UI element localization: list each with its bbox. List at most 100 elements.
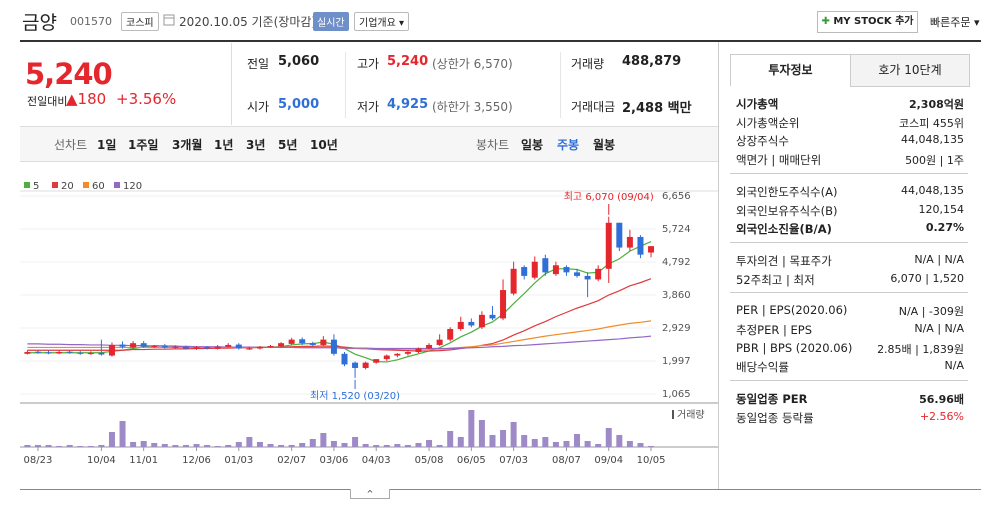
- period-tab[interactable]: 3년: [246, 138, 266, 152]
- overview-button[interactable]: 기업개요 ▾: [354, 12, 410, 31]
- current-price: 5,240: [25, 57, 113, 91]
- volume-bar: [563, 441, 570, 447]
- candle-body: [468, 321, 475, 326]
- mystock-text: MY STOCK 추가: [833, 16, 914, 27]
- period-tab[interactable]: 5년: [278, 138, 298, 152]
- period-tab[interactable]: 3개월: [172, 138, 203, 152]
- header-rule: [20, 40, 981, 42]
- legend-swatch: [24, 182, 30, 188]
- info-value: +2.56%: [919, 409, 964, 423]
- volume-bar: [362, 444, 369, 447]
- volume-bar: [648, 446, 655, 447]
- candle-body: [352, 362, 359, 368]
- candle-body: [426, 344, 433, 349]
- candle-body: [66, 351, 73, 353]
- panel-divider: [718, 42, 719, 490]
- stat-value: 488,879: [622, 54, 682, 69]
- candle-body: [584, 275, 591, 280]
- candle-tab[interactable]: 주봉: [557, 138, 580, 152]
- info-separator: [730, 172, 968, 174]
- candle-body: [362, 362, 369, 368]
- volume-bar: [542, 437, 549, 447]
- stat-label: 거래량: [571, 57, 605, 71]
- info-value: N/A | -309원: [898, 305, 964, 319]
- legend-label: 60: [92, 181, 105, 192]
- y-tick-label: 1,065: [662, 389, 691, 400]
- volume-bar: [352, 437, 359, 447]
- period-bar: [20, 126, 718, 162]
- realtime-badge[interactable]: 실시간: [313, 12, 349, 31]
- candle-body: [214, 346, 221, 349]
- stat-label: 전일: [247, 57, 270, 71]
- quick-text: 빠른주문: [930, 16, 971, 29]
- mystock-button[interactable]: ✚ MY STOCK 추가: [817, 11, 918, 33]
- stock-name: 금양: [22, 12, 57, 34]
- candle-tab[interactable]: 월봉: [593, 138, 616, 152]
- candle-body: [531, 261, 538, 278]
- stat-value: 4,925: [387, 97, 429, 112]
- candle-tab[interactable]: 일봉: [521, 138, 544, 152]
- volume-bar: [66, 445, 73, 447]
- candle-body: [108, 344, 115, 356]
- stat-label: 거래대금: [571, 100, 616, 114]
- change-rate: +3.56%: [116, 90, 177, 108]
- volume-bar: [288, 445, 295, 447]
- period-tab[interactable]: 1년: [214, 138, 234, 152]
- volume-bar: [637, 443, 644, 447]
- candle-chart-label: 봉차트: [476, 138, 510, 152]
- moving-average: [27, 240, 652, 363]
- volume-bar: [225, 445, 232, 447]
- period-tab[interactable]: 1주일: [128, 138, 159, 152]
- quick-order[interactable]: 빠른주문 ▾: [930, 16, 980, 29]
- info-value: 2,308억원: [908, 98, 964, 111]
- volume-bar: [299, 443, 306, 447]
- volume-bar: [235, 442, 242, 447]
- candle-body: [521, 267, 528, 276]
- candle-body: [182, 346, 189, 349]
- y-tick-label: 5,724: [662, 224, 691, 235]
- volume-bar: [246, 437, 253, 447]
- volume-bar: [584, 441, 591, 447]
- info-label: 상장주식수: [736, 134, 789, 149]
- moving-average: [27, 278, 652, 352]
- legend-swatch: [114, 182, 120, 188]
- volume-bar: [34, 445, 41, 447]
- info-value: 120,154: [918, 202, 965, 216]
- x-tick-label: 08/07: [552, 455, 581, 466]
- collapse-button[interactable]: ^: [350, 489, 390, 499]
- period-tab[interactable]: 1일: [97, 138, 117, 152]
- info-label: 액면가 | 매매단위: [736, 153, 822, 168]
- candle-body: [278, 343, 285, 347]
- x-tick-label: 02/07: [277, 455, 306, 466]
- info-value: 2.85배 | 1,839원: [877, 342, 964, 356]
- info-label: 외국인소진율(B/A): [736, 222, 832, 237]
- candle-body: [457, 321, 464, 330]
- side-tab[interactable]: 호가 10단계: [850, 54, 970, 87]
- volume-bar: [457, 437, 464, 447]
- volume-bar: [383, 445, 390, 447]
- candle-body: [56, 352, 63, 354]
- y-tick-label: 3,860: [662, 290, 691, 301]
- volume-bar: [278, 445, 285, 447]
- stat-extra: (하한가 3,550): [432, 100, 513, 114]
- volume-bar: [394, 444, 401, 447]
- candle-body: [394, 353, 401, 356]
- candle-body: [383, 355, 390, 360]
- candle-body: [626, 236, 633, 248]
- candle-body: [552, 265, 559, 275]
- volume-bar: [87, 446, 94, 447]
- side-tab[interactable]: 투자정보: [730, 54, 851, 86]
- candle-body: [616, 222, 623, 248]
- legend-label: 120: [123, 181, 142, 192]
- candle-body: [373, 359, 380, 363]
- volume-bar: [151, 443, 158, 447]
- volume-label: 거래량: [677, 409, 705, 421]
- candle-body: [235, 344, 242, 349]
- volume-bar: [140, 441, 147, 447]
- market-badge: 코스피: [121, 12, 159, 31]
- period-tab[interactable]: 10년: [310, 138, 338, 152]
- volume-bar: [436, 445, 443, 447]
- volume-bar: [77, 446, 84, 447]
- info-label: 동일업종 등락률: [736, 410, 814, 425]
- volume-bar: [108, 432, 115, 447]
